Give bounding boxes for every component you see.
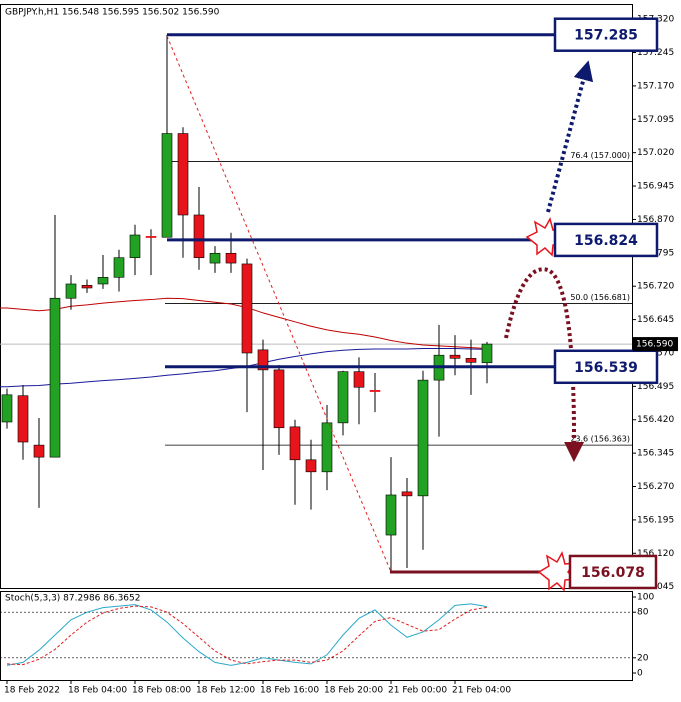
indicator-title: Stoch(5,3,3) 87.2986 86.3652 (5, 594, 140, 604)
candle-body (481, 343, 493, 364)
level-label: 157.285 (574, 28, 638, 44)
candle-body (401, 491, 413, 497)
candle-body (193, 214, 205, 259)
trend-line (166, 35, 392, 573)
main-frame (0, 4, 633, 589)
level-box (553, 349, 659, 385)
candle-body (1, 394, 13, 423)
y-tick-label: 156.345 (637, 449, 674, 459)
candle-body (17, 395, 29, 443)
candle-body (145, 236, 157, 238)
x-tick-label: 18 Feb 08:00 (132, 686, 191, 696)
indicator-tick-label: 20 (637, 653, 649, 663)
x-tick-label: 18 Feb 04:00 (68, 686, 127, 696)
candle-body (113, 257, 125, 278)
x-tick-label: 18 Feb 12:00 (196, 686, 255, 696)
price-tag-label: 156.590 (636, 340, 673, 350)
level-label: 156.824 (574, 233, 638, 249)
candle-body (161, 133, 173, 238)
y-tick-label: 156.195 (637, 515, 674, 525)
candle-body (289, 426, 301, 461)
candle-body (337, 371, 349, 424)
candle-body (177, 133, 189, 216)
x-tick-label: 21 Feb 00:00 (388, 686, 447, 696)
y-tick-label: 157.170 (637, 81, 674, 91)
level-box (553, 222, 659, 258)
candle-body (417, 379, 429, 497)
y-tick-label: 157.245 (637, 48, 674, 58)
overlay: 157.285 156.824 156.539 156.078 156.590 (553, 17, 678, 590)
chart-title: GBPJPY.h,H1 156.548 156.595 156.502 156.… (5, 8, 220, 18)
y-tick-label: 156.870 (637, 215, 674, 225)
stoch-signal (6, 605, 488, 666)
candle-body (33, 444, 45, 458)
candle-body (257, 349, 269, 371)
moving-average (0, 297, 488, 350)
candle-body (305, 459, 317, 473)
fib-label: 23.6 (156.363) (570, 435, 630, 444)
level-label: 156.078 (581, 565, 645, 581)
indicator-frame (0, 591, 633, 681)
x-tick-label: 18 Feb 2022 (4, 686, 60, 696)
candle-body (225, 252, 237, 264)
down-arrow (504, 267, 585, 462)
candle-body (385, 494, 397, 536)
candle-body (449, 354, 461, 359)
candle-body (49, 297, 61, 458)
level-label: 156.539 (574, 360, 638, 376)
x-tick-label: 18 Feb 16:00 (260, 686, 319, 696)
candle-body (241, 263, 253, 354)
fib-label: 76.4 (157.000) (570, 151, 630, 160)
x-tick-label: 21 Feb 04:00 (452, 686, 511, 696)
y-tick-label: 156.270 (637, 482, 674, 492)
candle-body (273, 369, 285, 429)
up-arrow (546, 60, 594, 213)
y-tick-label: 157.095 (637, 115, 674, 125)
y-tick-label: 156.495 (637, 382, 674, 392)
indicator-tick-label: 80 (637, 608, 649, 618)
candle-body (129, 234, 141, 259)
level-box (568, 554, 658, 590)
candle-body (65, 283, 77, 299)
price-tag (633, 337, 678, 352)
indicator-tick-label: 100 (637, 593, 654, 603)
y-tick-label: 156.720 (637, 282, 674, 292)
candle-body (353, 371, 365, 388)
y-tick-label: 156.645 (637, 315, 674, 325)
candle-body (321, 422, 333, 473)
y-tick-label: 156.945 (637, 182, 674, 192)
y-tick-label: 156.120 (637, 549, 674, 559)
burst (537, 551, 577, 592)
candle-body (209, 252, 221, 264)
candle-body (369, 390, 381, 392)
y-tick-label: 157.020 (637, 148, 674, 158)
candle-body (81, 285, 93, 289)
candle-body (465, 358, 477, 363)
indicator-tick-label: 0 (637, 669, 643, 679)
x-tick-label: 18 Feb 20:00 (324, 686, 383, 696)
candle-body (97, 277, 109, 285)
fib-label: 50.0 (156.681) (570, 293, 630, 302)
y-tick-label: 156.420 (637, 415, 674, 425)
stoch-main (6, 603, 488, 666)
level-box (553, 17, 659, 52)
